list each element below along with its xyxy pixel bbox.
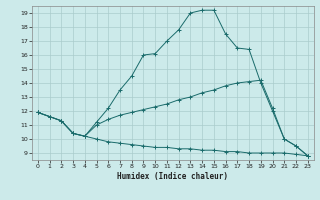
- X-axis label: Humidex (Indice chaleur): Humidex (Indice chaleur): [117, 172, 228, 181]
